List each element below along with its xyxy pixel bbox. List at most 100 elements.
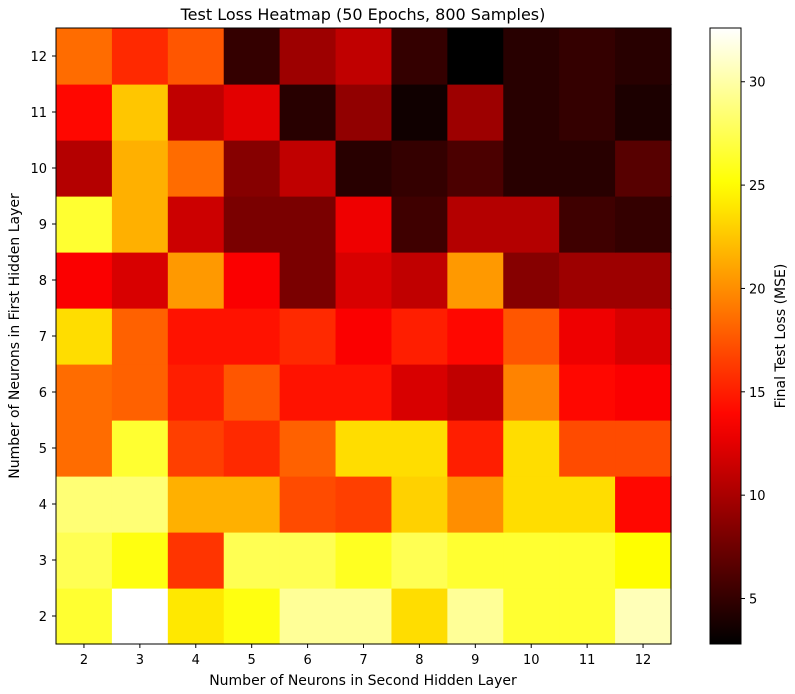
heatmap-cell: [279, 420, 337, 477]
heatmap-cell: [615, 364, 672, 421]
heatmap-cell: [335, 252, 393, 309]
heatmap-cell: [559, 364, 616, 421]
heatmap-cell: [615, 532, 672, 589]
y-axis-label: Number of Neurons in First Hidden Layer: [7, 193, 23, 479]
heatmap-cell: [559, 196, 616, 253]
heatmap-cell: [615, 308, 672, 365]
heatmap-cell: [615, 84, 672, 141]
heatmap-cell: [503, 420, 560, 477]
heatmap-cell: [447, 588, 504, 645]
heatmap-cell: [503, 364, 560, 421]
y-tick-label: 5: [39, 442, 47, 457]
x-tick-label: 2: [80, 653, 88, 668]
heatmap-cell: [111, 252, 169, 309]
heatmap-cell: [615, 28, 672, 85]
y-tick-label: 2: [39, 610, 47, 625]
heatmap-cell: [56, 140, 113, 197]
y-tick-label: 8: [39, 274, 47, 289]
heatmap-cell: [447, 532, 504, 589]
colorbar-ticks: 5 10 15 20 25 30: [741, 76, 766, 608]
heatmap-cell: [391, 364, 448, 421]
heatmap-cell: [111, 364, 169, 421]
heatmap-cell: [615, 588, 672, 645]
y-tick-label: 6: [39, 386, 47, 401]
y-tick-label: 7: [39, 330, 47, 345]
chart-title: Test Loss Heatmap (50 Epochs, 800 Sample…: [180, 5, 546, 24]
heatmap-cell: [335, 476, 393, 533]
heatmap-cell: [559, 252, 616, 309]
heatmap-cell: [56, 364, 113, 421]
heatmap-cell: [223, 588, 281, 645]
colorbar-tick-label: 15: [749, 386, 766, 401]
y-tick-label: 4: [39, 498, 47, 513]
x-axis-label: Number of Neurons in Second Hidden Layer: [209, 673, 517, 689]
heatmap-cell: [615, 476, 672, 533]
heatmap-cell: [447, 28, 504, 85]
heatmap-cell: [559, 28, 616, 85]
heatmap-cell: [559, 532, 616, 589]
x-axis-ticks: 2 3 4 5 6 7 8 9 10 11 12: [80, 644, 651, 668]
colorbar: [709, 27, 742, 645]
heatmap-cell: [279, 84, 337, 141]
heatmap-cell: [335, 308, 393, 365]
heatmap-cell: [279, 140, 337, 197]
heatmap-cell: [335, 364, 393, 421]
heatmap-cell: [56, 28, 113, 85]
x-tick-label: 9: [471, 653, 479, 668]
heatmap-cell: [447, 84, 504, 141]
heatmap-cell: [447, 196, 504, 253]
heatmap-cell: [447, 308, 504, 365]
heatmap-cell: [167, 28, 225, 85]
x-tick-label: 6: [303, 653, 311, 668]
heatmap-cell: [111, 28, 169, 85]
heatmap-cell: [503, 252, 560, 309]
heatmap-cell: [279, 252, 337, 309]
heatmap-cell: [335, 140, 393, 197]
heatmap-cell: [111, 196, 169, 253]
heatmap-cell: [503, 532, 560, 589]
heatmap-cell: [279, 28, 337, 85]
heatmap-cell: [56, 308, 113, 365]
heatmap-cells: [56, 28, 672, 645]
heatmap-cell: [111, 84, 169, 141]
heatmap-cell: [447, 364, 504, 421]
colorbar-tick-label: 10: [749, 489, 766, 504]
y-tick-label: 11: [30, 106, 47, 121]
heatmap-cell: [223, 532, 281, 589]
heatmap-cell: [391, 476, 448, 533]
heatmap-cell: [391, 28, 448, 85]
heatmap-cell: [56, 420, 113, 477]
heatmap-cell: [503, 140, 560, 197]
y-tick-label: 10: [30, 162, 47, 177]
heatmap-cell: [559, 476, 616, 533]
heatmap-cell: [111, 476, 169, 533]
x-tick-label: 7: [359, 653, 367, 668]
heatmap-cell: [167, 140, 225, 197]
heatmap-cell: [615, 196, 672, 253]
heatmap-cell: [111, 420, 169, 477]
heatmap-cell: [335, 420, 393, 477]
heatmap-cell: [559, 140, 616, 197]
x-tick-label: 3: [136, 653, 144, 668]
heatmap-cell: [111, 308, 169, 365]
heatmap-cell: [447, 252, 504, 309]
heatmap-cell: [223, 252, 281, 309]
heatmap-cell: [559, 420, 616, 477]
heatmap-cell: [223, 196, 281, 253]
x-tick-label: 4: [192, 653, 200, 668]
y-tick-label: 9: [39, 218, 47, 233]
heatmap-cell: [167, 532, 225, 589]
heatmap-cell: [223, 84, 281, 141]
heatmap-cell: [335, 196, 393, 253]
heatmap-cell: [223, 476, 281, 533]
heatmap-cell: [223, 308, 281, 365]
heatmap-cell: [167, 588, 225, 645]
heatmap-cell: [223, 28, 281, 85]
heatmap-cell: [223, 140, 281, 197]
heatmap-cell: [391, 420, 448, 477]
colorbar-label: Final Test Loss (MSE): [773, 264, 789, 409]
heatmap-cell: [335, 588, 393, 645]
heatmap-cell: [391, 532, 448, 589]
heatmap-cell: [335, 84, 393, 141]
